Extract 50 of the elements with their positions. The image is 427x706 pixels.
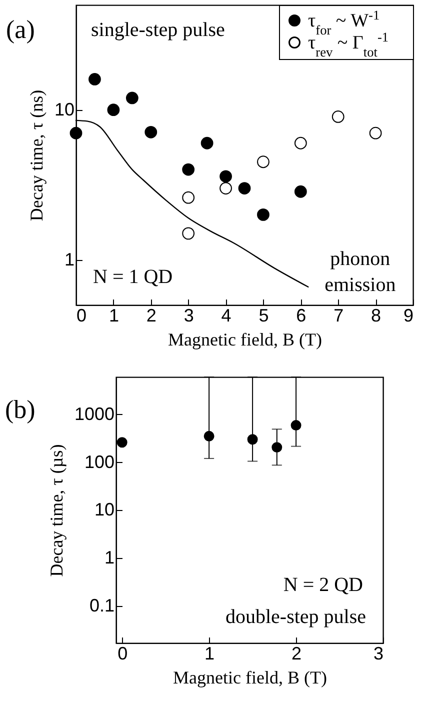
series-label: phonon emission [324,248,396,296]
point [238,182,251,194]
x-tick-label: 3 [184,306,194,326]
point [107,104,120,116]
point [182,163,195,176]
point [257,156,270,168]
x-tick-label: 7 [334,306,344,326]
x-tick-label: 8 [371,306,382,326]
y-tick-label: 10 [54,99,74,120]
point [144,126,158,138]
text: (b) [5,395,36,424]
point [220,182,232,194]
y-tick-label: 1 [64,249,74,270]
x-axis-title: Magnetic field, B (T) [173,668,327,688]
y-axis-title: Decay time, τ (µs) [46,444,66,577]
x-tick-label: 1 [204,644,215,664]
y-tick-label: 0.1 [89,596,114,616]
point [369,126,382,140]
point [88,73,101,86]
x-tick-label: 3 [373,644,384,664]
annotation: single-step pulse [91,19,225,41]
point [126,92,138,104]
point [182,227,195,240]
point [332,110,344,123]
point [294,185,307,198]
annotation: N = 2 QD [283,574,363,596]
point [182,191,195,204]
y-tick-label: 1 [104,548,114,568]
x-tick-label: 0 [76,306,87,326]
x-tick-label: 5 [258,306,269,326]
y-tick-label: 1000 [74,404,114,424]
x-tick-label: 4 [221,306,232,326]
y-tick-label: 100 [84,452,114,472]
point [70,126,82,140]
point [200,136,214,150]
point [220,170,232,183]
x-tick-label: 0 [118,644,128,664]
x-axis-title: Magnetic field, B (T) [168,330,322,350]
point [257,208,270,221]
x-tick-label: 6 [296,306,306,326]
legend-label: τ$_{for}$ ~ W$^{-1}$ [308,7,380,37]
x-tick-label: 2 [146,306,156,326]
y-axis-title: Decay time, τ (ns) [26,90,46,222]
chart-title: (a) [6,15,35,44]
y-tick-label: 10 [94,500,114,520]
annotation: double-step pulse [225,606,366,628]
annotation: N = 1 QD [93,266,173,288]
point [294,136,307,150]
x-tick-label: 2 [292,644,302,664]
x-tick-label: 9 [403,306,414,326]
